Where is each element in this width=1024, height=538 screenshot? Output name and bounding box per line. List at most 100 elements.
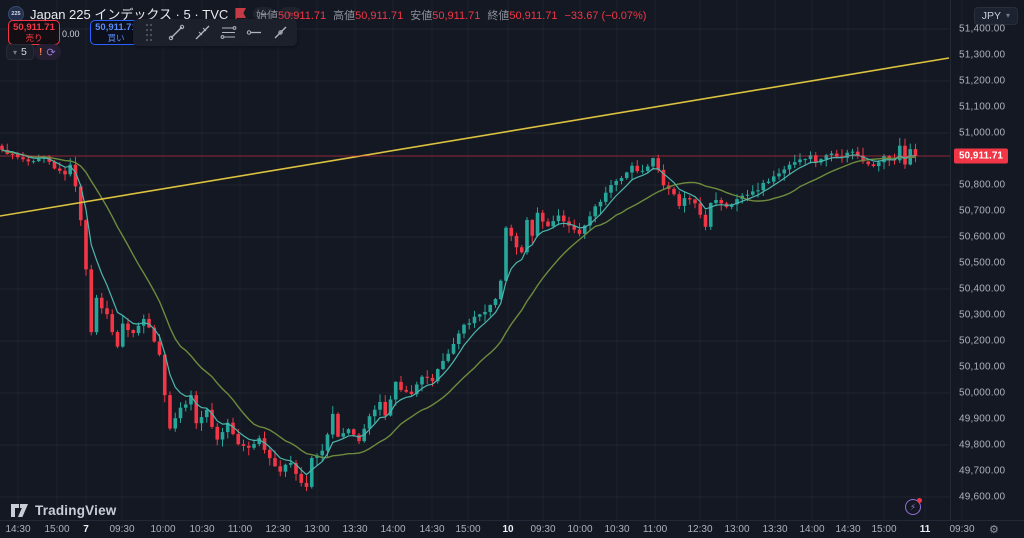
candle	[546, 218, 550, 228]
status-pill[interactable]: ! ⟳	[34, 44, 61, 60]
candle	[603, 186, 608, 206]
candle	[414, 381, 419, 397]
candle	[330, 406, 335, 439]
ma-fast-line	[1, 149, 916, 476]
candle	[241, 439, 246, 452]
price-tick-label: 51,200.00	[959, 75, 1006, 87]
candle	[283, 463, 288, 477]
symbol-title[interactable]: Japan 225 インデックス · 5 · TVC	[30, 7, 229, 22]
candle	[908, 143, 913, 166]
tradingview-logo[interactable]: TradingView	[10, 503, 116, 518]
candle	[435, 368, 440, 384]
change-value: −33.67 (−0.07%)	[564, 10, 647, 22]
candle	[498, 279, 503, 301]
candle	[126, 318, 130, 338]
candle	[693, 198, 697, 209]
warning-icon: !	[39, 46, 43, 58]
trend-line-drawing[interactable]	[0, 57, 950, 217]
candle	[714, 192, 718, 207]
flag-icon[interactable]	[234, 7, 247, 20]
price-tick-label: 49,900.00	[959, 413, 1006, 425]
candle	[393, 381, 398, 406]
gear-icon[interactable]: ⚙	[989, 524, 999, 536]
candle	[31, 159, 36, 164]
candle	[21, 151, 25, 163]
candle	[614, 178, 619, 192]
buy-price: 50,911.71	[95, 21, 137, 33]
sell-price: 50,911.71	[13, 21, 55, 33]
candle	[703, 210, 708, 231]
time-tick-label: 11:00	[642, 524, 668, 535]
time-scale[interactable]: ⚙ 14:30 15:00 7 09:30 10:00 10:30 11:00 12:30 13…	[0, 521, 1024, 538]
candle	[719, 197, 724, 211]
instant-order-icon[interactable]: ⚡	[905, 498, 922, 515]
candle	[855, 146, 860, 159]
candle	[451, 337, 456, 355]
sell-button[interactable]: 50,911.71 売り	[8, 20, 60, 45]
candle	[635, 160, 640, 174]
candle	[288, 455, 293, 468]
candle	[425, 370, 430, 385]
candle	[278, 460, 283, 477]
candle	[89, 264, 94, 336]
candle	[383, 394, 388, 421]
candle	[84, 219, 88, 276]
parallel-lines-icon[interactable]	[217, 22, 239, 44]
candle	[509, 224, 514, 241]
candle	[189, 390, 193, 411]
candle	[5, 143, 10, 155]
candle	[120, 315, 125, 348]
legend-source-pill[interactable]: ≈	[280, 7, 302, 20]
price-tick-label: 49,800.00	[959, 439, 1006, 451]
price-scale[interactable]: JPY ▾ 50,911.71 51,400.00 51,300.00 51,200…	[951, 0, 1024, 520]
horizontal-ray-icon[interactable]	[243, 22, 265, 44]
tradingview-logo-icon	[11, 504, 28, 517]
time-tick-label: 14:30	[835, 524, 861, 535]
candle	[504, 225, 508, 283]
candle	[493, 297, 498, 308]
time-tick-label: 13:30	[342, 524, 368, 535]
candle	[645, 164, 650, 174]
low-label: 安値	[410, 10, 433, 22]
candle	[267, 447, 272, 466]
drag-handle[interactable]	[139, 22, 161, 44]
candle	[808, 151, 813, 164]
candle	[105, 300, 109, 319]
candle	[561, 210, 566, 228]
timeframe-selector[interactable]: ▾ 5	[6, 44, 34, 60]
candle	[871, 162, 876, 168]
candle	[210, 402, 214, 429]
currency-selector[interactable]: JPY ▾	[973, 7, 1018, 25]
candle	[472, 310, 477, 328]
candle	[882, 153, 886, 170]
candle	[141, 314, 146, 334]
trend-line-icon[interactable]	[165, 22, 187, 44]
candle	[698, 197, 703, 219]
candle	[672, 186, 676, 196]
candle	[147, 313, 151, 329]
candle	[750, 185, 755, 196]
candle	[378, 394, 382, 416]
candle	[483, 304, 487, 322]
candle	[204, 408, 209, 423]
high-value: 50,911.71	[355, 10, 404, 22]
sell-label: 売り	[25, 33, 43, 43]
candle	[677, 191, 682, 209]
legend-minimize-pill[interactable]: –	[253, 7, 275, 20]
candle	[588, 211, 592, 231]
candle	[551, 215, 556, 229]
candle	[309, 456, 314, 489]
chevron-down-icon: ▾	[1005, 10, 1010, 20]
candle	[367, 413, 372, 435]
candle	[609, 180, 613, 199]
time-tick-label: 09:30	[109, 524, 135, 535]
candle	[519, 245, 524, 254]
time-tick-label: 10:30	[189, 524, 215, 535]
candle	[294, 460, 298, 481]
spread-value: 0.00	[62, 29, 80, 39]
trend-angle-icon[interactable]	[191, 22, 213, 44]
candle	[514, 232, 519, 255]
cross-line-icon[interactable]	[269, 22, 291, 44]
time-tick-label: 13:00	[304, 524, 330, 535]
